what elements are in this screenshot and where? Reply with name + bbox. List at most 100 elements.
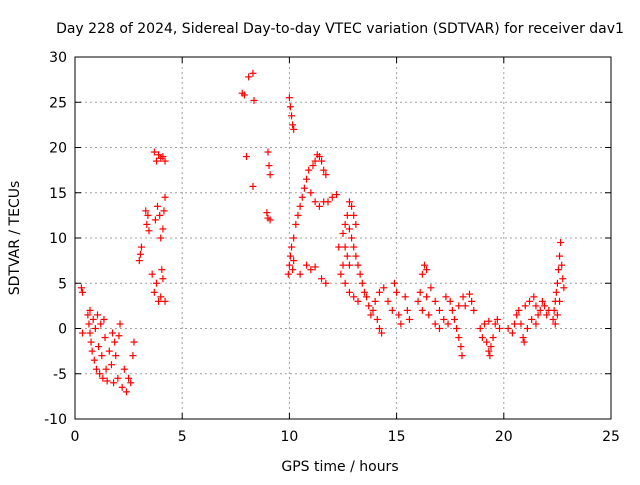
data-point: [103, 377, 111, 385]
data-point: [551, 320, 559, 328]
data-point: [143, 220, 151, 228]
data-point: [435, 306, 443, 314]
data-point: [486, 352, 494, 360]
data-point: [296, 202, 304, 210]
data-point: [298, 193, 306, 201]
data-point: [341, 220, 349, 228]
data-point: [343, 211, 351, 219]
data-point: [350, 243, 358, 251]
data-point: [350, 211, 358, 219]
data-point: [541, 302, 549, 310]
data-point: [423, 293, 431, 301]
data-point: [263, 209, 271, 217]
data-point: [476, 325, 484, 332]
data-point: [405, 315, 413, 323]
data-point: [352, 220, 360, 228]
data-point: [115, 332, 123, 340]
y-tick-label: 25: [49, 95, 67, 111]
data-point: [343, 252, 351, 260]
data-point: [431, 297, 439, 305]
data-point: [86, 306, 94, 314]
data-point: [378, 329, 386, 337]
data-point: [311, 198, 319, 206]
data-point: [418, 270, 426, 278]
data-point: [427, 284, 435, 292]
data-point: [339, 261, 347, 269]
data-point: [461, 302, 469, 310]
data-point: [318, 157, 326, 165]
data-point: [459, 293, 467, 301]
data-point: [150, 148, 158, 156]
data-point: [375, 325, 383, 332]
data-point: [345, 288, 353, 296]
data-point: [305, 166, 313, 174]
data-point: [532, 320, 540, 328]
data-point: [348, 202, 356, 210]
data-point: [448, 306, 456, 314]
data-point: [116, 320, 124, 328]
data-point: [390, 279, 398, 287]
data-point: [120, 365, 128, 373]
data-point: [158, 266, 166, 274]
data-point: [289, 266, 297, 274]
data-point: [114, 374, 122, 382]
data-point: [335, 243, 343, 251]
data-point: [403, 306, 411, 314]
data-point: [157, 234, 165, 242]
data-point: [536, 306, 544, 314]
data-point: [152, 279, 160, 287]
data-point: [481, 320, 489, 328]
data-point: [122, 388, 130, 396]
data-point: [107, 361, 115, 369]
data-point: [549, 315, 557, 323]
data-point: [550, 306, 558, 314]
data-point: [110, 379, 118, 387]
data-point: [87, 338, 95, 346]
data-point: [88, 347, 96, 355]
data-point: [515, 306, 523, 314]
data-point: [266, 216, 274, 224]
data-point: [290, 257, 298, 265]
data-point: [318, 275, 326, 283]
data-point: [286, 252, 294, 260]
data-point: [442, 293, 450, 301]
data-point: [95, 343, 103, 351]
data-point: [288, 243, 296, 251]
data-point: [465, 290, 473, 298]
data-point: [358, 279, 366, 287]
data-point: [303, 175, 311, 183]
data-point: [348, 234, 356, 242]
data-point: [152, 157, 160, 165]
data-point: [112, 352, 120, 360]
data-point: [284, 270, 292, 278]
data-point: [144, 211, 152, 219]
data-point: [425, 311, 433, 319]
data-point: [491, 320, 499, 328]
data-point: [118, 383, 126, 391]
data-point: [150, 288, 158, 296]
data-point: [520, 338, 528, 346]
data-point: [294, 211, 302, 219]
data-point: [468, 297, 476, 305]
data-point: [350, 293, 358, 301]
y-axis-label: SDTVAR / TECUs: [7, 181, 23, 296]
data-point: [286, 103, 294, 111]
data-point: [504, 325, 512, 332]
data-point: [341, 243, 349, 251]
data-point: [440, 315, 448, 323]
data-point: [553, 311, 561, 319]
data-point: [485, 317, 493, 325]
data-point: [322, 171, 330, 179]
data-point: [288, 112, 296, 120]
data-point: [303, 261, 311, 269]
data-point: [552, 288, 560, 296]
data-point: [559, 275, 567, 283]
data-point: [513, 311, 521, 319]
data-point: [102, 365, 110, 373]
data-point: [249, 182, 257, 190]
data-point: [356, 270, 364, 278]
data-point: [554, 266, 562, 274]
data-point: [300, 184, 308, 192]
data-point: [530, 293, 538, 301]
data-point: [159, 153, 167, 161]
